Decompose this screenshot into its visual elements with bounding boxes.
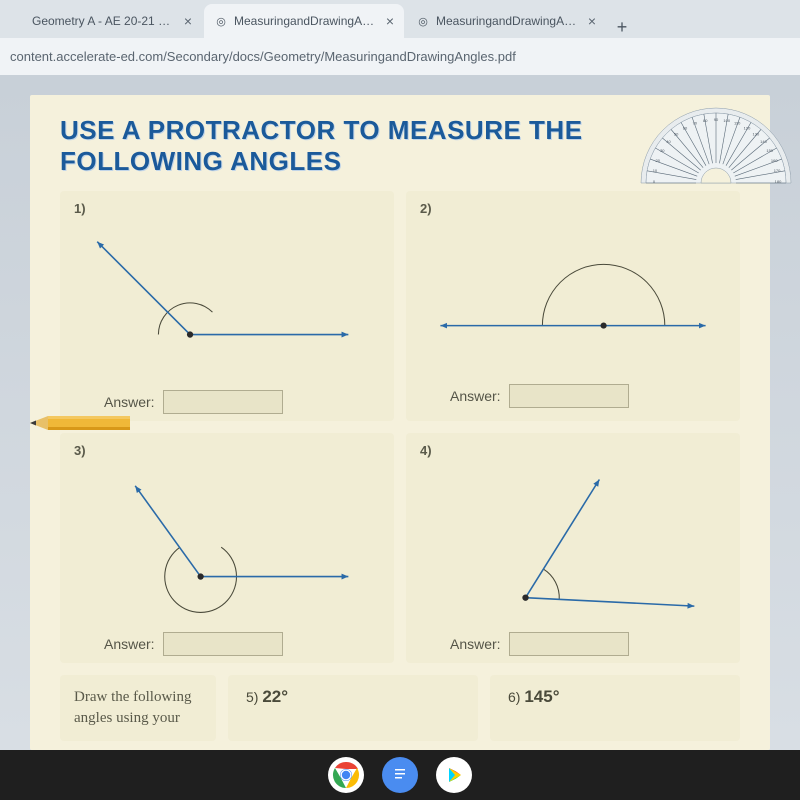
question-4: 4) Answer: [406, 433, 740, 663]
svg-text:140: 140 [760, 139, 767, 144]
angle-diagram-2 [420, 216, 726, 384]
draw-item-6: 6) 145° [490, 675, 740, 741]
angle-diagram-3 [74, 458, 380, 632]
answer-label: Answer: [104, 636, 155, 652]
svg-text:100: 100 [723, 118, 730, 123]
tab-title: Geometry A - AE 20-21 KANE - A [32, 14, 178, 28]
svg-text:120: 120 [744, 125, 751, 130]
tab-0[interactable]: Geometry A - AE 20-21 KANE - A × [2, 4, 202, 38]
svg-text:80: 80 [703, 118, 708, 123]
answer-row: Answer: [420, 632, 726, 656]
pencil-icon [30, 413, 130, 433]
url-bar[interactable]: content.accelerate-ed.com/Secondary/docs… [0, 38, 800, 75]
favicon-icon: ◎ [416, 14, 430, 28]
close-icon[interactable]: × [386, 13, 394, 29]
answer-label: Answer: [450, 636, 501, 652]
tab-1[interactable]: ◎ MeasuringandDrawingAngles.pd × [204, 4, 404, 38]
tab-title: MeasuringandDrawingAngles.pd [436, 14, 582, 28]
angle-diagram-4 [420, 458, 726, 632]
favicon-icon [12, 14, 26, 28]
docs-icon[interactable] [382, 757, 418, 793]
answer-row: Answer: [420, 384, 726, 408]
answer-row: Answer: [74, 390, 380, 414]
answer-input[interactable] [163, 390, 283, 414]
close-icon[interactable]: × [184, 13, 192, 29]
svg-text:30: 30 [660, 148, 665, 153]
screen: Geometry A - AE 20-21 KANE - A × ◎ Measu… [0, 0, 800, 800]
protractor-icon: 0102030405060708090100110120130140150160… [636, 88, 796, 188]
play-store-icon[interactable] [436, 757, 472, 793]
svg-text:110: 110 [734, 121, 741, 126]
draw-num: 6) [508, 689, 520, 705]
question-number: 2) [420, 201, 726, 216]
draw-num: 5) [246, 689, 258, 705]
svg-text:40: 40 [666, 139, 671, 144]
svg-text:60: 60 [683, 125, 688, 130]
draw-value: 145° [524, 687, 559, 706]
svg-text:180: 180 [775, 179, 782, 184]
answer-label: Answer: [104, 394, 155, 410]
svg-text:170: 170 [774, 168, 781, 173]
question-3: 3) Answer: [60, 433, 394, 663]
question-number: 1) [74, 201, 380, 216]
worksheet: USE A PROTRACTOR TO MEASURE THE FOLLOWIN… [30, 95, 770, 750]
svg-text:160: 160 [771, 158, 778, 163]
angle-diagram-1 [74, 216, 380, 390]
favicon-icon: ◎ [214, 14, 228, 28]
draw-value: 22° [262, 687, 288, 706]
svg-text:50: 50 [674, 132, 679, 137]
question-number: 3) [74, 443, 380, 458]
svg-text:20: 20 [656, 158, 661, 163]
answer-label: Answer: [450, 388, 501, 404]
answer-input[interactable] [509, 384, 629, 408]
question-grid: 1) Answer: 2) Answer: 3) [60, 191, 740, 663]
new-tab-button[interactable]: + [608, 17, 636, 38]
tabs-row: Geometry A - AE 20-21 KANE - A × ◎ Measu… [0, 0, 800, 38]
tab-2[interactable]: ◎ MeasuringandDrawingAngles.pd × [406, 4, 606, 38]
answer-input[interactable] [509, 632, 629, 656]
svg-text:150: 150 [766, 148, 773, 153]
question-1: 1) Answer: [60, 191, 394, 421]
taskbar [0, 750, 800, 800]
browser-chrome: Geometry A - AE 20-21 KANE - A × ◎ Measu… [0, 0, 800, 75]
chrome-icon[interactable] [328, 757, 364, 793]
question-2: 2) Answer: [406, 191, 740, 421]
question-number: 4) [420, 443, 726, 458]
svg-text:70: 70 [693, 121, 698, 126]
svg-text:130: 130 [753, 132, 760, 137]
draw-row: Draw the following angles using your 5) … [60, 675, 740, 741]
draw-item-5: 5) 22° [228, 675, 478, 741]
svg-text:90: 90 [714, 117, 719, 122]
close-icon[interactable]: × [588, 13, 596, 29]
url-text: content.accelerate-ed.com/Secondary/docs… [10, 49, 516, 64]
draw-note: Draw the following angles using your [60, 675, 216, 741]
tab-title: MeasuringandDrawingAngles.pd [234, 14, 380, 28]
answer-input[interactable] [163, 632, 283, 656]
answer-row: Answer: [74, 632, 380, 656]
svg-text:10: 10 [653, 168, 658, 173]
